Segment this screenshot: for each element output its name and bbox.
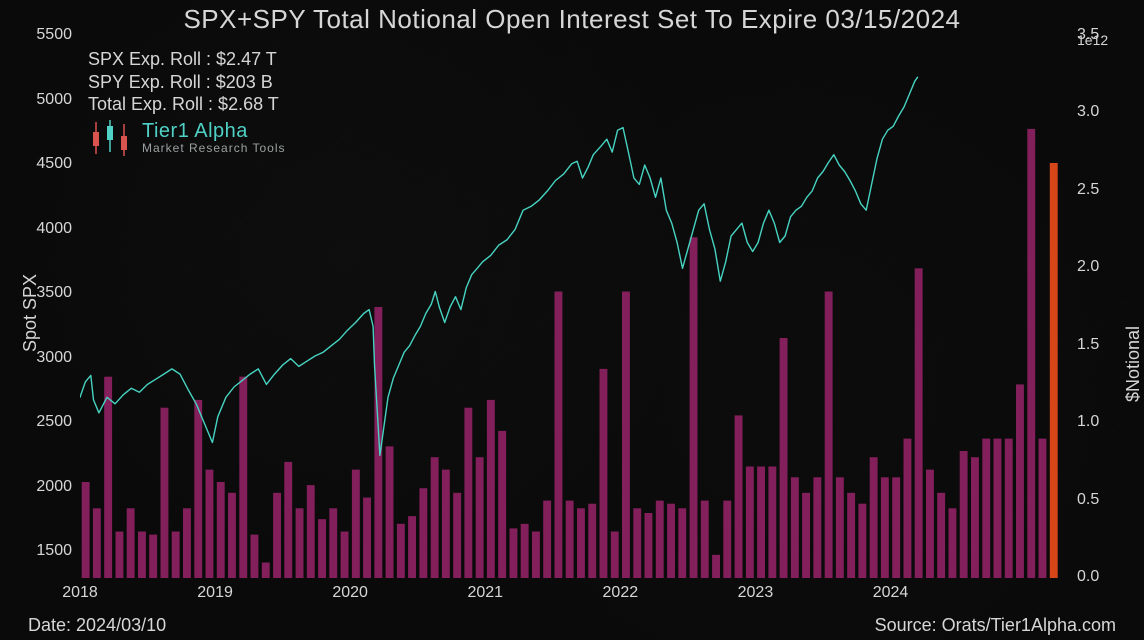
- axis-tick: 3.5: [1077, 26, 1099, 44]
- axis-tick: 2019: [197, 584, 233, 602]
- axis-tick: 4000: [36, 220, 72, 238]
- axis-tick: 3500: [36, 284, 72, 302]
- axis-tick: 2023: [738, 584, 774, 602]
- axis-tick: 0.0: [1077, 568, 1099, 586]
- axis-tick: 2018: [62, 584, 98, 602]
- axis-tick: 2021: [467, 584, 503, 602]
- axis-tick: 5000: [36, 91, 72, 109]
- chart-annotation: SPX Exp. Roll : $2.47 T SPY Exp. Roll : …: [88, 48, 279, 116]
- y-axis-right-label: $Notional In Trillions: [1123, 326, 1144, 402]
- axis-tick: 2000: [36, 478, 72, 496]
- brand-logo: Tier1 Alpha Market Research Tools: [88, 118, 286, 158]
- axis-tick: 3000: [36, 349, 72, 367]
- axis-tick: 2500: [36, 413, 72, 431]
- logo-brand: Tier1 Alpha: [142, 121, 286, 142]
- axis-tick: 2.0: [1077, 258, 1099, 276]
- axis-tick: 2.5: [1077, 181, 1099, 199]
- axis-tick: 5500: [36, 26, 72, 44]
- axis-tick: 3.0: [1077, 103, 1099, 121]
- footer-date: Date: 2024/03/10: [28, 615, 166, 636]
- axis-tick: 1500: [36, 542, 72, 560]
- axis-tick: 0.5: [1077, 491, 1099, 509]
- axis-tick: 1.0: [1077, 413, 1099, 431]
- axis-tick: 4500: [36, 155, 72, 173]
- axis-tick: 2024: [873, 584, 909, 602]
- axis-tick: 1.5: [1077, 336, 1099, 354]
- axis-tick: 2020: [332, 584, 368, 602]
- logo-tagline: Market Research Tools: [142, 142, 286, 155]
- chart-title: SPX+SPY Total Notional Open Interest Set…: [0, 4, 1144, 35]
- footer-source: Source: Orats/Tier1Alpha.com: [875, 615, 1116, 636]
- logo-icon: [88, 118, 134, 158]
- axis-tick: 2022: [603, 584, 639, 602]
